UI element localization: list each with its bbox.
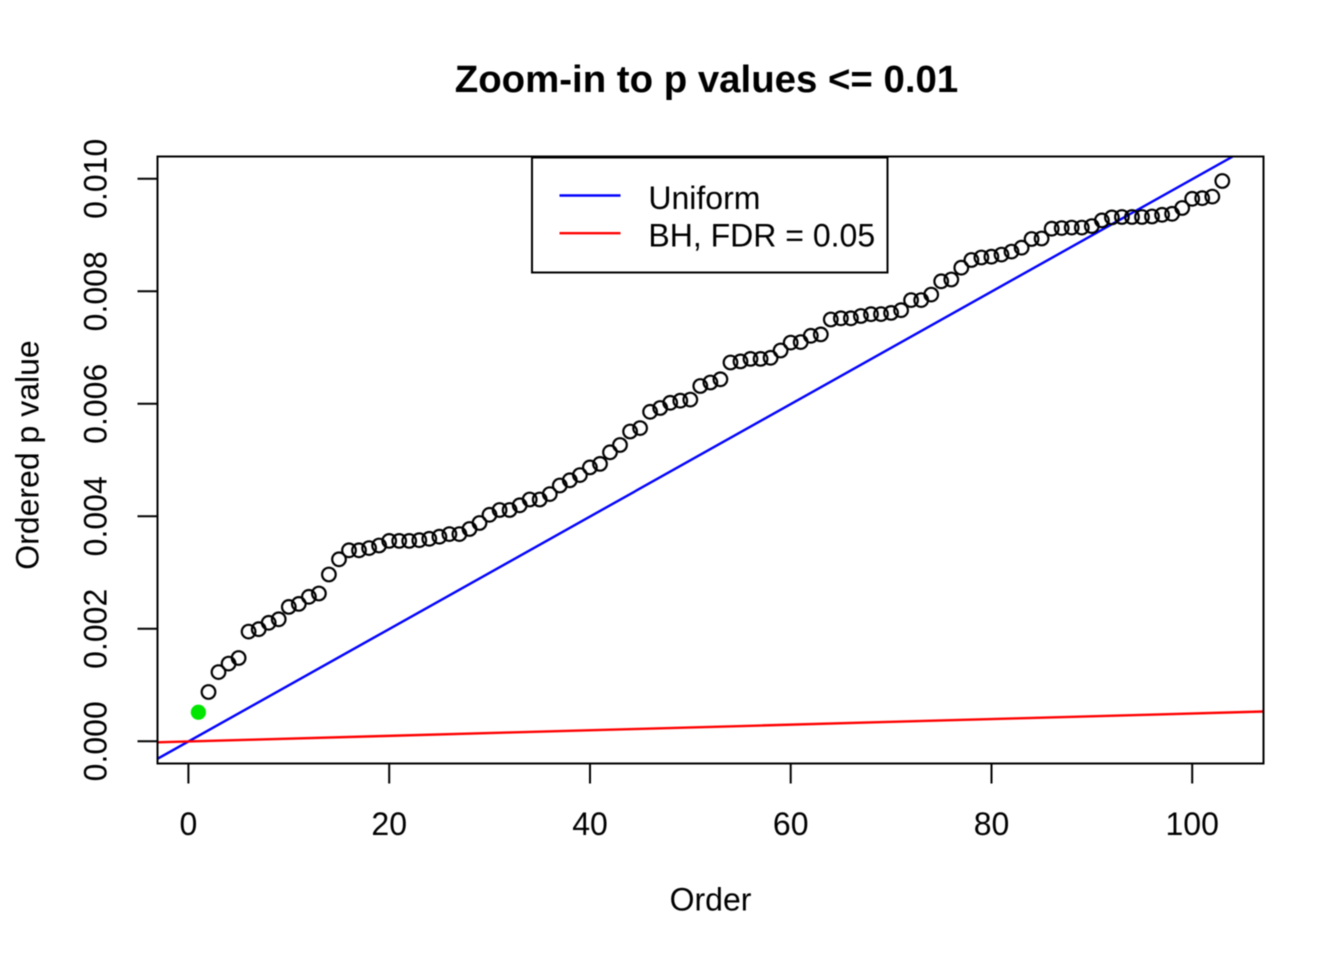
svg-text:Zoom-in to p values <= 0.01: Zoom-in to p values <= 0.01 bbox=[455, 58, 958, 101]
svg-text:Order: Order bbox=[670, 882, 752, 918]
svg-text:80: 80 bbox=[974, 806, 1010, 842]
svg-text:0.008: 0.008 bbox=[78, 251, 114, 331]
svg-text:20: 20 bbox=[371, 806, 407, 842]
svg-text:100: 100 bbox=[1166, 806, 1219, 842]
svg-text:0: 0 bbox=[180, 806, 198, 842]
svg-text:0.006: 0.006 bbox=[78, 364, 114, 444]
svg-text:BH, FDR = 0.05: BH, FDR = 0.05 bbox=[648, 218, 875, 254]
svg-text:Uniform: Uniform bbox=[648, 180, 760, 216]
svg-text:Ordered p value: Ordered p value bbox=[10, 340, 46, 569]
svg-text:60: 60 bbox=[773, 806, 809, 842]
svg-text:0.004: 0.004 bbox=[78, 476, 114, 556]
svg-text:0.010: 0.010 bbox=[78, 139, 114, 219]
svg-text:0.000: 0.000 bbox=[78, 701, 114, 781]
svg-text:40: 40 bbox=[572, 806, 608, 842]
svg-text:0.002: 0.002 bbox=[78, 589, 114, 669]
